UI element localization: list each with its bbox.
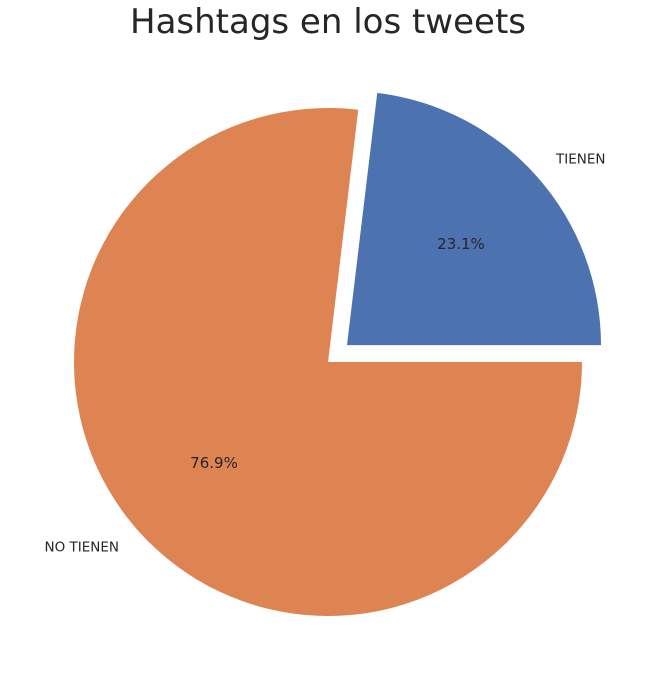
- pie-labels: 23.1% TIENEN 76.9% NO TIENEN: [44, 152, 605, 556]
- pie-slice-no-tienen: [74, 108, 582, 617]
- pct-label-no-tienen: 76.9%: [190, 454, 238, 472]
- pie-slices: [74, 92, 601, 617]
- pie-slice-tienen: [346, 92, 601, 346]
- slice-label-no-tienen: NO TIENEN: [44, 539, 119, 555]
- chart-title: Hashtags en los tweets: [130, 2, 526, 42]
- pct-label-tienen: 23.1%: [437, 235, 485, 253]
- slice-label-tienen: TIENEN: [555, 152, 606, 168]
